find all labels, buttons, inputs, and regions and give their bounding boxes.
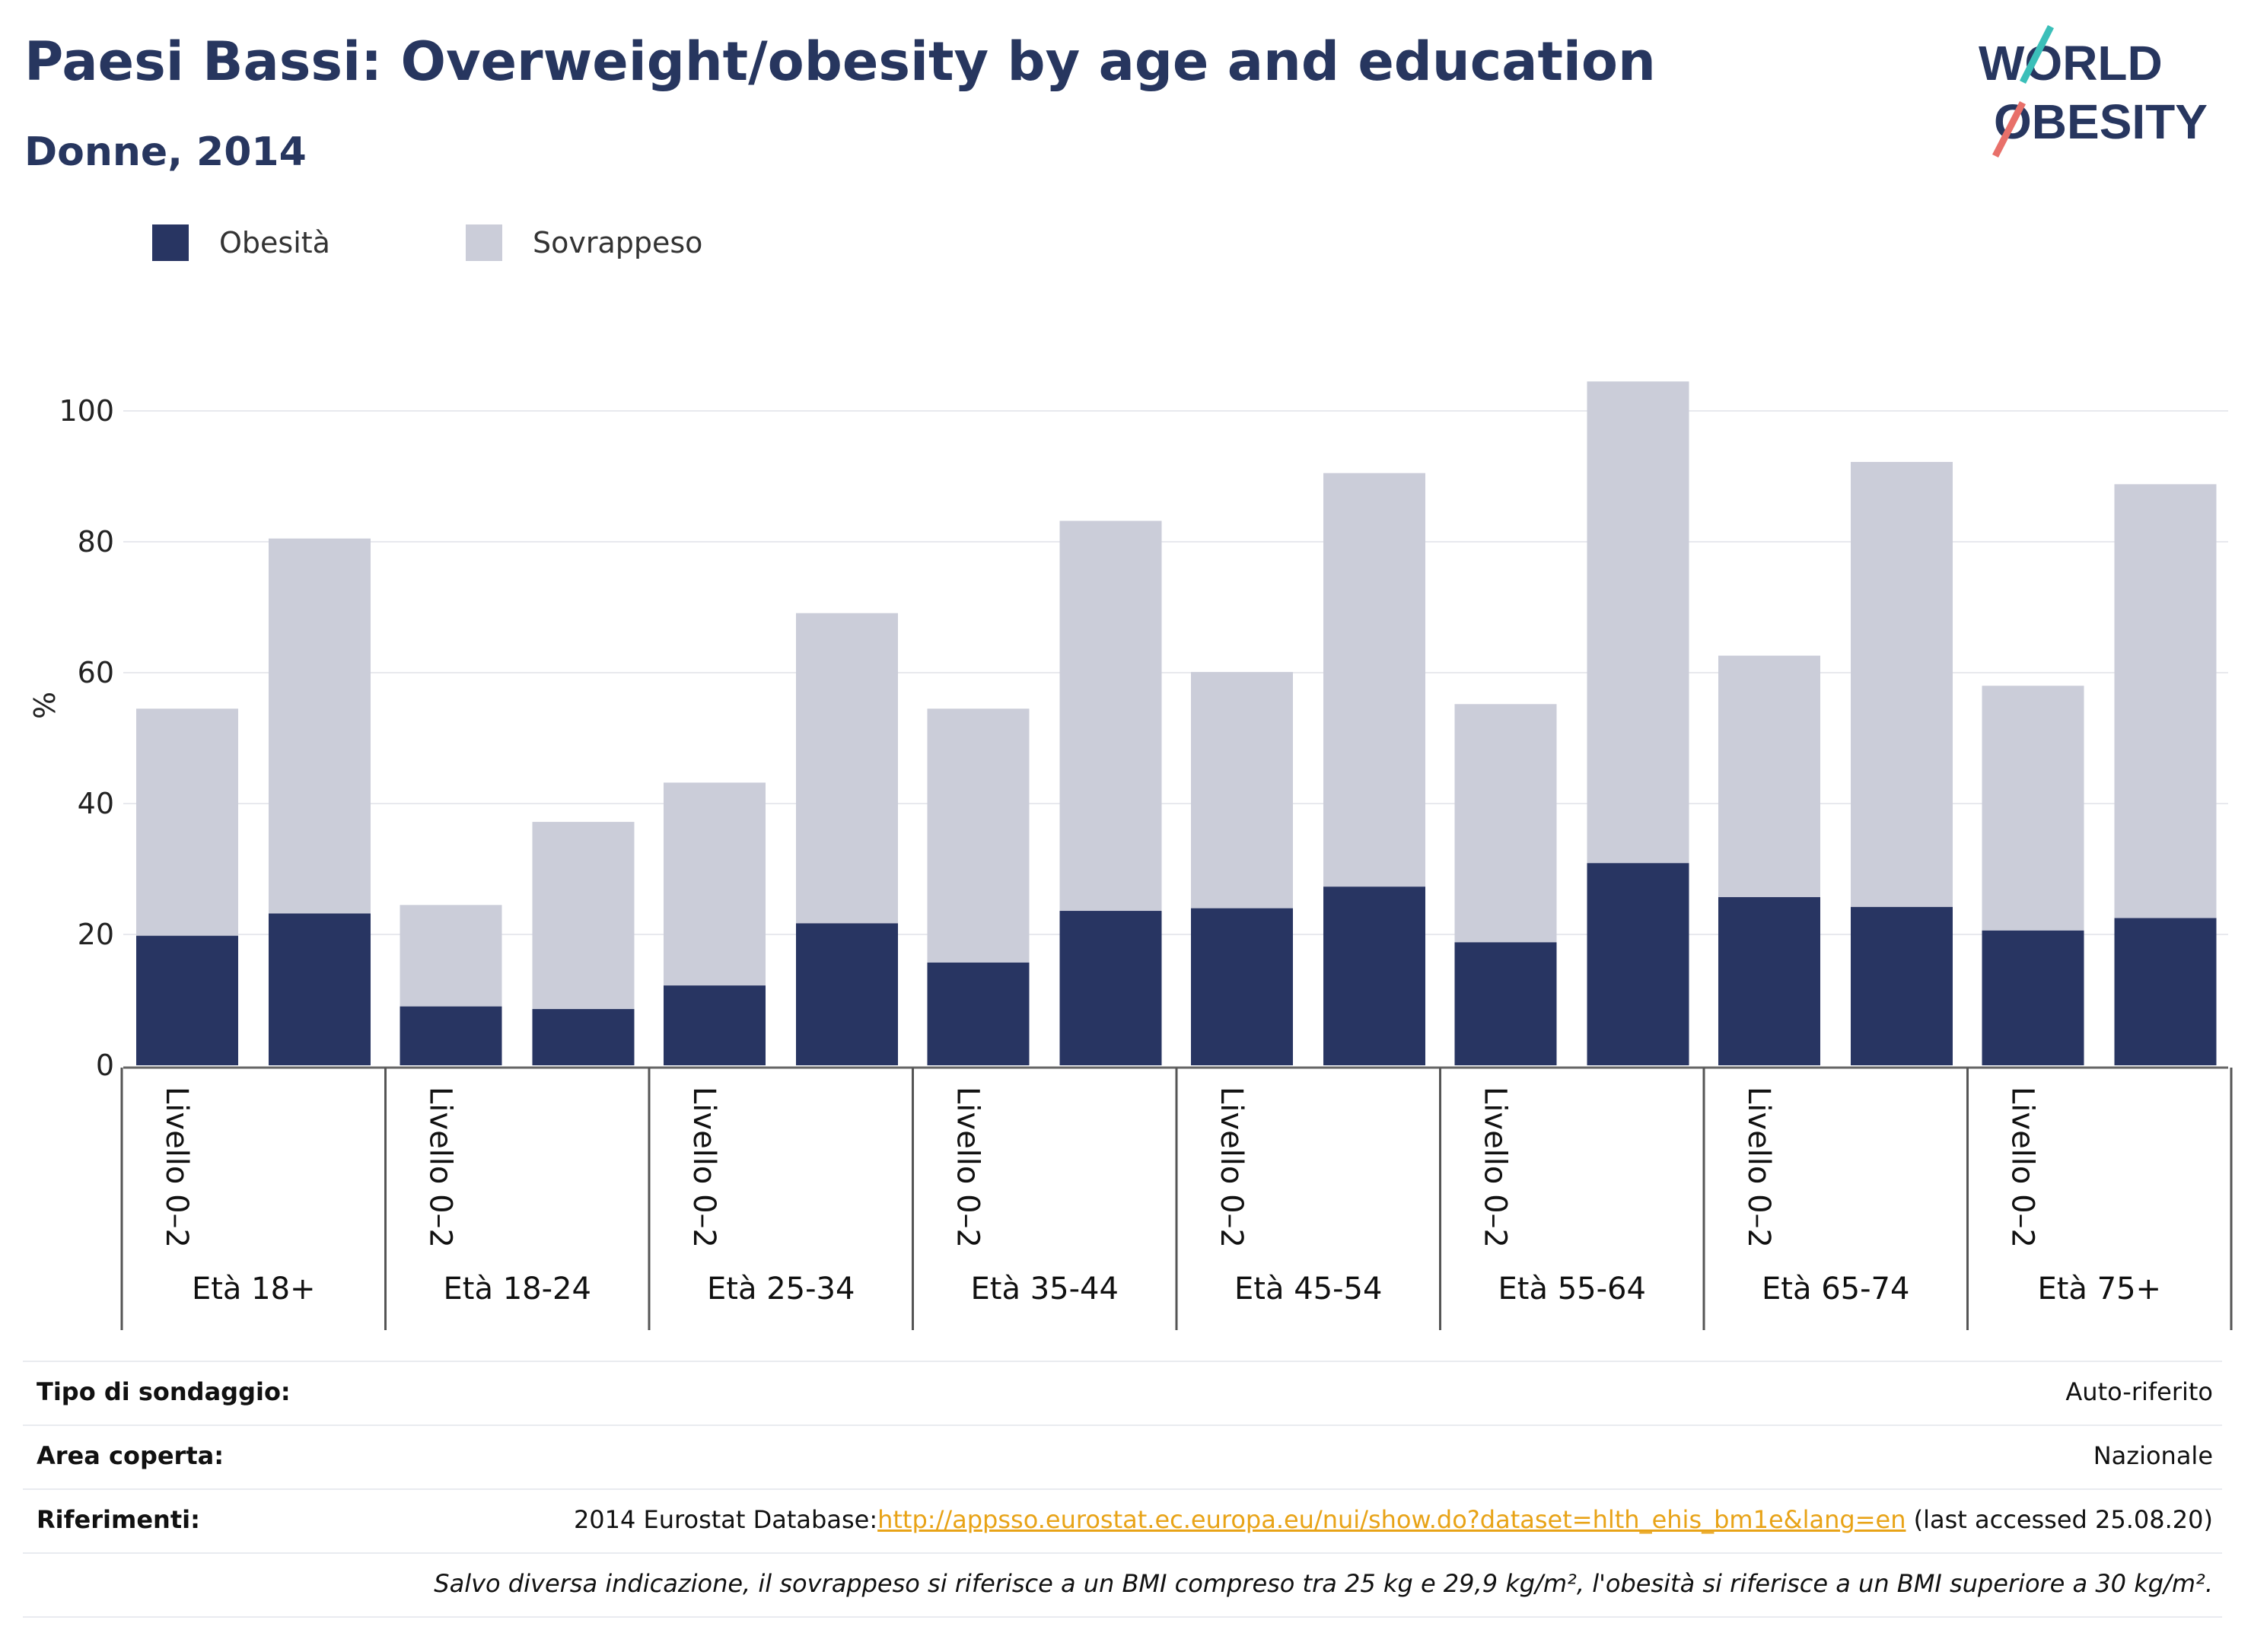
bar-obesity xyxy=(1191,908,1293,1065)
reference-suffix: (last accessed 25.08.20) xyxy=(1906,1505,2213,1534)
logo-line2: OBESITY xyxy=(1994,94,2208,149)
bar-obesity xyxy=(1454,942,1557,1065)
bar-obesity xyxy=(400,1006,502,1065)
legend-item-overweight[interactable]: Sovrappeso xyxy=(466,224,702,261)
info-key-references: Riferimenti: xyxy=(37,1505,200,1534)
legend-item-obesity[interactable]: Obesità xyxy=(152,224,330,261)
bar-obesity xyxy=(269,913,371,1065)
info-key-survey: Tipo di sondaggio: xyxy=(37,1377,291,1406)
bar-label: Livello 0–2 xyxy=(950,1087,985,1248)
bar-overweight xyxy=(927,708,1030,963)
y-tick-label: 100 xyxy=(59,394,114,428)
bar-obesity xyxy=(664,985,766,1065)
chart-title: Paesi Bassi: Overweight/obesity by age a… xyxy=(24,30,1656,93)
world-obesity-logo: WORLD OBESITY xyxy=(1979,24,2208,158)
group-label: Età 18+ xyxy=(192,1272,316,1307)
bar-obesity xyxy=(1851,906,1953,1065)
bar-obesity xyxy=(796,923,898,1065)
logo-line1: WORLD xyxy=(1979,36,2163,91)
info-key-area: Area coperta: xyxy=(37,1441,224,1470)
legend-label-overweight: Sovrappeso xyxy=(533,226,703,259)
bar-obesity xyxy=(1587,863,1689,1065)
legend-label-obesity: Obesità xyxy=(219,226,330,259)
bar-obesity xyxy=(532,1009,635,1065)
reference-prefix: 2014 Eurostat Database: xyxy=(573,1505,878,1534)
bar-obesity xyxy=(1718,896,1820,1065)
group-label: Età 55-64 xyxy=(1498,1272,1646,1307)
reference-link[interactable]: http://appsso.eurostat.ec.europa.eu/nui/… xyxy=(877,1505,1906,1534)
chart-subtitle: Donne, 2014 xyxy=(24,129,307,175)
bar-overweight xyxy=(1718,655,1820,897)
logo-coral-stroke xyxy=(1992,100,2027,158)
bar-obesity xyxy=(1982,930,2084,1065)
y-tick-label: 20 xyxy=(78,918,114,951)
bar-overweight xyxy=(664,782,766,986)
bar-obesity xyxy=(927,962,1030,1065)
bar-overweight xyxy=(532,822,635,1010)
stacked-bar-chart: 0 20 40 60 80 100% Livello 0–2 Età 18+ Livello 0… xyxy=(28,381,2233,1330)
logo-teal-stroke xyxy=(2019,24,2055,84)
group-label: Età 75+ xyxy=(2037,1272,2161,1307)
info-value-area: Nazionale xyxy=(2093,1441,2213,1470)
group-label: Età 65-74 xyxy=(1762,1272,1909,1307)
bar-obesity xyxy=(1323,886,1425,1065)
y-axis-label: % xyxy=(28,692,62,719)
y-tick-label: 0 xyxy=(96,1049,114,1082)
bar-overweight xyxy=(1587,381,1689,864)
footnote: Salvo diversa indicazione, il sovrappeso… xyxy=(434,1569,2213,1598)
bar-obesity xyxy=(1059,911,1162,1065)
info-row-footnote: Salvo diversa indicazione, il sovrappeso… xyxy=(23,1552,2222,1618)
bar-obesity xyxy=(136,935,238,1065)
info-row-area: Area coperta: Nazionale xyxy=(23,1424,2222,1488)
legend-swatch-obesity xyxy=(152,224,189,261)
bar-obesity xyxy=(2114,918,2217,1065)
group-label: Età 18-24 xyxy=(444,1272,591,1307)
bar-overweight xyxy=(136,708,238,936)
group-label: Età 25-34 xyxy=(707,1272,855,1307)
bar-overweight xyxy=(1059,520,1162,912)
info-row-references: Riferimenti: 2014 Eurostat Database:http… xyxy=(23,1488,2222,1552)
bar-label: Livello 0–2 xyxy=(1214,1087,1249,1248)
y-tick-label: 80 xyxy=(78,525,114,559)
info-row-survey: Tipo di sondaggio: Auto-riferito xyxy=(23,1361,2222,1424)
bar-overweight xyxy=(269,538,371,914)
bar-overweight xyxy=(1454,704,1557,943)
group-label: Età 45-54 xyxy=(1234,1272,1382,1307)
group-label: Età 35-44 xyxy=(971,1272,1119,1307)
bar-overweight xyxy=(400,905,502,1007)
legend-swatch-overweight xyxy=(466,224,502,261)
bar-overweight xyxy=(1191,672,1293,909)
bar-label: Livello 0–2 xyxy=(1741,1087,1776,1248)
y-tick-label: 60 xyxy=(78,656,114,689)
bar-overweight xyxy=(2114,484,2217,918)
y-tick-label: 40 xyxy=(78,787,114,820)
info-table: Tipo di sondaggio: Auto-riferito Area co… xyxy=(23,1361,2222,1618)
bar-overweight xyxy=(1323,473,1425,887)
bar-overweight xyxy=(1982,686,2084,931)
bar-overweight xyxy=(1851,462,1953,907)
info-value-survey: Auto-riferito xyxy=(2065,1377,2213,1406)
bar-label: Livello 0–2 xyxy=(159,1087,194,1248)
bar-label: Livello 0–2 xyxy=(2005,1087,2040,1248)
bar-label: Livello 0–2 xyxy=(686,1087,721,1248)
bar-label: Livello 0–2 xyxy=(423,1087,458,1248)
bar-label: Livello 0–2 xyxy=(1478,1087,1513,1248)
info-value-references: 2014 Eurostat Database:http://appsso.eur… xyxy=(574,1505,2213,1534)
bar-overweight xyxy=(796,613,898,924)
